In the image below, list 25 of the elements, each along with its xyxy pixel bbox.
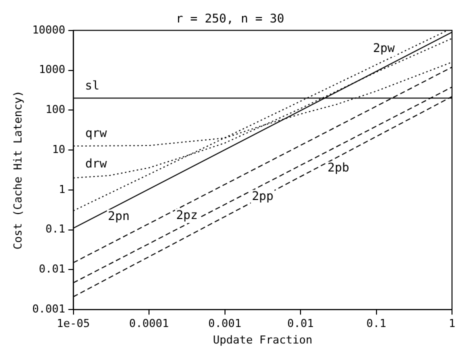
series-label: qrw: [85, 126, 108, 140]
y-tick-label: 10: [52, 142, 66, 156]
x-tick-label: 0.0001: [129, 317, 169, 330]
series-label: drw: [85, 156, 108, 171]
series-label: 2pw: [372, 41, 396, 56]
y-axis-title: Cost (Cache Hit Latency): [11, 90, 24, 250]
x-axis-title: Update Fraction: [212, 333, 312, 346]
x-tick-label: 0.01: [287, 317, 314, 330]
y-tick-label: 0.1: [45, 222, 66, 236]
series-label: 2pz: [176, 208, 198, 222]
series-label: 2pp: [252, 189, 274, 204]
series-label: sl: [85, 78, 100, 92]
x-tick-label: 0.001: [208, 317, 242, 330]
y-tick-label: 1: [58, 182, 66, 196]
x-tick-label: 1: [448, 317, 456, 330]
y-tick-label: 0.01: [38, 262, 66, 276]
y-tick-label: 0.001: [32, 302, 66, 316]
y-tick-label: 10000: [32, 23, 66, 36]
chart-title: r = 250, n = 30: [176, 11, 284, 26]
series-label: 2pb: [328, 160, 350, 175]
y-tick-label: 100: [45, 103, 66, 116]
x-tick-label: 0.1: [366, 317, 386, 330]
x-tick-label: 1e-05: [56, 317, 90, 330]
y-tick-label: 1000: [38, 63, 66, 76]
series-label: 2pn: [108, 208, 130, 223]
